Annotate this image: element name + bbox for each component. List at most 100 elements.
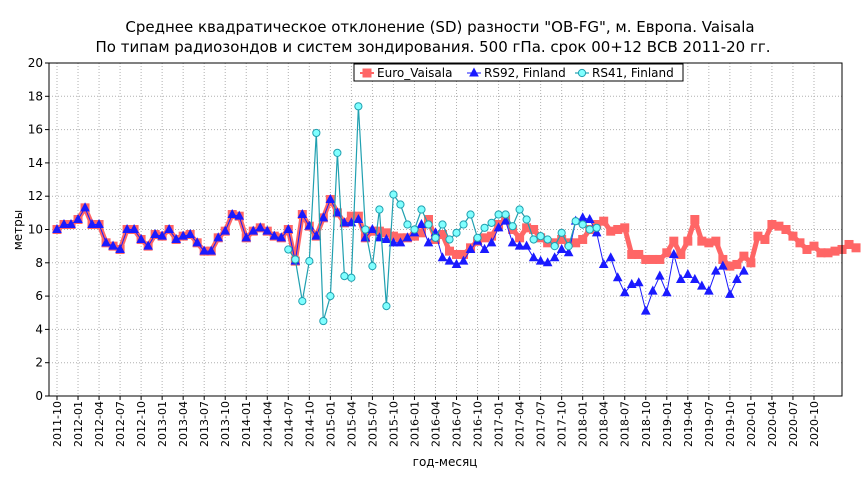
data-point-rs41 (459, 220, 468, 229)
x-tick-label: 2020-04 (766, 401, 779, 447)
data-point-euro (746, 258, 756, 268)
y-tick-label: 14 (28, 156, 43, 170)
data-point-rs41 (340, 272, 349, 281)
data-point-rs92 (633, 277, 644, 287)
data-point-rs41 (466, 210, 475, 219)
data-point-rs41 (501, 210, 510, 219)
data-point-rs92 (444, 255, 455, 265)
data-point-rs92 (704, 285, 714, 295)
y-tick-label: 2 (35, 356, 43, 370)
data-point-rs92 (157, 230, 167, 240)
data-point-rs92 (136, 233, 146, 243)
data-point-rs92 (598, 258, 609, 268)
data-point-rs41 (473, 233, 482, 242)
data-point-rs92 (332, 207, 343, 217)
x-tick-label: 2020-01 (745, 401, 758, 447)
data-point-rs92 (164, 223, 174, 233)
data-point-rs41 (354, 102, 363, 111)
chart-title: Среднее квадратическое отклонение (SD) р… (125, 18, 754, 36)
x-tick-label: 2020-07 (787, 401, 800, 447)
x-tick-label: 2016-07 (451, 401, 464, 447)
data-point-euro (795, 238, 805, 248)
data-point-euro (760, 234, 770, 244)
data-point-rs92 (262, 225, 273, 235)
x-tick-label: 2019-07 (703, 401, 716, 447)
data-point-rs41 (550, 242, 559, 251)
legend-label-euro: Euro_Vaisala (377, 66, 452, 80)
x-tick-label: 2013-07 (198, 401, 211, 447)
x-tick-label: 2019-10 (724, 401, 737, 447)
data-point-rs41 (312, 128, 321, 138)
data-point-euro (662, 248, 672, 258)
data-point-rs92 (122, 223, 132, 233)
data-point-euro (788, 231, 798, 241)
legend: Euro_Vaisala RS92, Finland RS41, Finland (353, 63, 684, 82)
legend-label-rs92: RS92, Finland (484, 66, 566, 80)
x-tick-label: 2012-07 (114, 401, 127, 447)
y-tick-label: 12 (28, 189, 43, 203)
x-tick-label: 2013-04 (177, 401, 190, 447)
x-tick-label: 2012-10 (135, 401, 148, 447)
data-point-rs92 (59, 218, 69, 229)
data-point-rs41 (284, 245, 293, 254)
x-axis-label: год-месяц (413, 455, 478, 469)
data-point-rs92 (591, 227, 602, 237)
data-point-euro (732, 259, 742, 269)
x-tick-label: 2014-10 (303, 401, 316, 447)
data-point-rs92 (185, 228, 196, 238)
data-point-rs92 (612, 272, 623, 282)
data-point-rs41 (536, 232, 545, 241)
data-point-rs92 (297, 208, 308, 219)
x-tick-label: 2020-10 (808, 401, 821, 447)
data-point-rs92 (521, 240, 532, 250)
x-tick-label: 2013-10 (219, 401, 232, 447)
data-point-rs41 (508, 222, 517, 231)
data-point-rs92 (661, 287, 672, 297)
data-point-rs92 (353, 213, 364, 224)
data-point-rs92 (423, 237, 434, 247)
data-point-euro (655, 254, 665, 264)
data-point-rs92 (479, 243, 490, 253)
data-point-rs41 (522, 215, 531, 224)
x-tick-label: 2017-04 (514, 401, 527, 447)
data-point-rs92 (66, 218, 76, 229)
data-point-rs92 (654, 270, 665, 280)
data-point-rs92 (73, 213, 83, 224)
y-tick-label: 6 (35, 289, 43, 303)
x-tick-label: 2017-07 (535, 401, 548, 447)
data-point-rs92 (206, 245, 217, 255)
data-point-rs92 (451, 258, 462, 268)
data-point-rs92 (94, 218, 104, 229)
data-point-rs92 (143, 240, 153, 250)
data-point-rs92 (395, 237, 406, 247)
data-point-rs41 (333, 148, 342, 158)
data-point-rs92 (619, 287, 630, 297)
data-point-rs41 (487, 218, 496, 227)
data-point-rs92 (269, 230, 280, 240)
x-tick-label: 2015-04 (345, 401, 358, 447)
data-point-rs92 (732, 273, 742, 283)
data-point-rs41 (389, 190, 398, 199)
data-point-euro (620, 223, 630, 233)
data-point-rs41 (571, 217, 580, 226)
data-point-rs92 (80, 202, 90, 212)
data-point-rs41 (396, 200, 405, 209)
data-point-rs92 (682, 268, 693, 278)
data-point-rs92 (739, 265, 749, 275)
data-point-rs92 (325, 193, 336, 204)
data-point-rs92 (276, 232, 287, 242)
data-point-rs92 (493, 222, 504, 232)
data-point-rs41 (585, 225, 594, 234)
data-point-rs41 (361, 225, 370, 234)
y-tick-label: 16 (28, 123, 43, 137)
data-point-rs92 (101, 237, 111, 247)
data-point-rs41 (298, 296, 307, 306)
x-tick-label: 2012-04 (93, 401, 106, 447)
data-point-rs41 (592, 223, 601, 232)
x-tick-label: 2018-01 (577, 401, 590, 447)
y-tick-label: 8 (35, 256, 43, 270)
data-point-rs92 (248, 225, 259, 235)
data-point-euro (578, 234, 588, 244)
data-point-rs92 (458, 255, 469, 265)
